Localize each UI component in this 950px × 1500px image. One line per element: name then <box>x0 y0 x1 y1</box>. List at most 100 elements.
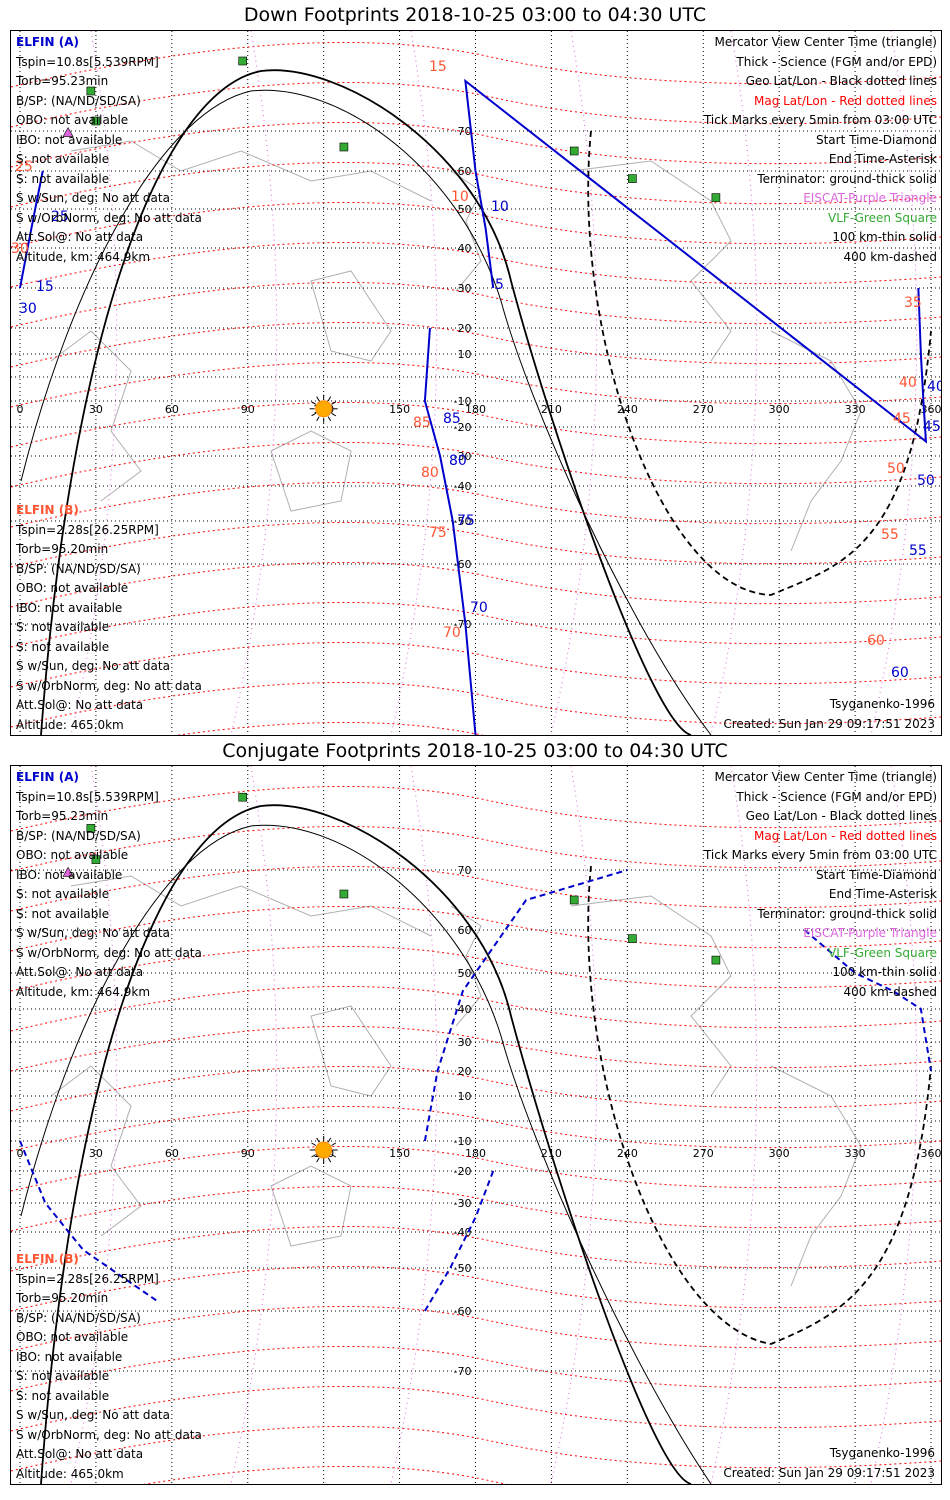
legend-item: VLF-Green Square <box>828 210 937 225</box>
down-footprints-map: 0306090120150180210240270300330360706050… <box>10 30 942 736</box>
legend-item: EISCAT-Purple Triangle <box>803 191 937 205</box>
mag-parallel <box>11 1065 941 1112</box>
legend-item: End Time-Asterisk <box>828 152 937 166</box>
coastline <box>50 330 142 502</box>
track-a-tick-label: 25 <box>51 209 69 225</box>
mag-parallel <box>11 985 941 1032</box>
mag-parallel <box>11 81 941 128</box>
legend-item: Terminator: ground-thick solid <box>757 906 937 921</box>
lon-tick-label: 150 <box>389 1147 410 1160</box>
lat-tick-label: 10 <box>458 1090 472 1103</box>
terminator-100km <box>20 89 712 735</box>
lon-tick-label: 240 <box>617 403 638 416</box>
info-a-line: Altitude, km: 464.9km <box>16 249 151 264</box>
mag-parallel <box>11 281 941 328</box>
mag-meridian <box>710 766 758 1484</box>
eiscat-triangle <box>62 126 74 137</box>
info-b-line: Tspin=2.28s[26.25RPM] <box>16 522 159 537</box>
mag-parallel <box>11 865 941 912</box>
elfin-a-label: ELFIN (A) <box>16 770 79 784</box>
info-a-line: S: not available <box>16 171 110 186</box>
sun-icon <box>315 400 333 418</box>
coastline <box>310 1005 392 1097</box>
terminator-400km <box>587 865 932 1345</box>
legend-item: Tick Marks every 5min from 03:00 UTC <box>703 848 937 862</box>
mag-parallel <box>11 1425 941 1472</box>
info-b-line: S: not available <box>16 1369 110 1383</box>
track-b-tick-label: 85 <box>443 411 461 427</box>
vlf-station-square <box>339 889 349 899</box>
eiscat-triangle <box>62 866 74 877</box>
info-a-line: Att.Sol@: No att data <box>16 230 144 244</box>
terminator-ground <box>40 69 692 735</box>
coastline <box>770 1065 862 1287</box>
lat-tick-label: 60 <box>458 165 472 178</box>
mag-parallel <box>11 481 941 528</box>
track-b-tick-label: 75 <box>457 513 475 529</box>
lon-tick-label: 180 <box>465 403 486 416</box>
info-a-line: Torb=95.23min <box>16 809 109 823</box>
info-b-line: B/SP: (NA/ND/SD/SA) <box>16 1310 141 1325</box>
lon-tick-label: 270 <box>693 1147 714 1160</box>
sun-ray <box>316 396 320 402</box>
info-a-line: OBO: not available <box>16 848 129 862</box>
legend-item: Thick - Science (FGM and/or EPD) <box>736 789 937 804</box>
info-b-line: Tspin=2.28s[26.25RPM] <box>16 1271 159 1286</box>
lon-tick-label: 90 <box>241 403 255 416</box>
lat-tick-label: -50 <box>454 1262 472 1275</box>
legend-item: End Time-Asterisk <box>828 887 937 901</box>
sun-icon <box>315 1141 333 1159</box>
coastline <box>570 895 732 1097</box>
track-b-tick-label-red: 85 <box>413 415 431 431</box>
terminator-ground <box>40 804 692 1484</box>
conjugate-footprints-plot: 0306090120150180210240270300330360706050… <box>11 766 941 1484</box>
legend-item: Start Time-Diamond <box>815 132 937 147</box>
info-a-line: S w/Sun, deg: No att data <box>16 926 170 940</box>
conjugate-footprints-map: 0306090120150180210240270300330360706050… <box>10 765 942 1485</box>
info-a-line: IBO: not available <box>16 867 123 882</box>
lat-tick-label: 40 <box>458 1003 472 1016</box>
track-b-tick-label: 80 <box>449 453 467 469</box>
info-a-line: S: not available <box>16 887 110 901</box>
legend-item: Terminator: ground-thick solid <box>757 171 937 186</box>
mag-parallel <box>11 521 941 568</box>
info-b-line: OBO: not available <box>16 1330 129 1344</box>
sun-ray <box>311 412 317 417</box>
mag-parallel <box>11 641 941 688</box>
vlf-station-square <box>238 56 247 66</box>
mag-meridian <box>550 31 598 735</box>
sun-ray <box>331 1154 337 1158</box>
mag-parallel <box>11 1305 941 1352</box>
mag-parallel <box>11 121 941 168</box>
mag-meridian <box>870 31 918 735</box>
lat-tick-label: 20 <box>458 1065 472 1078</box>
lat-tick-label: 70 <box>458 125 472 138</box>
elfin-b-info: ELFIN (B) Tspin=2.28s[26.25RPM] Torb=95.… <box>16 1250 202 1484</box>
vlf-station-square <box>711 955 721 965</box>
mag-parallel <box>11 401 941 448</box>
info-b-line: S w/Sun, deg: No att data <box>16 659 170 673</box>
lon-tick-label: 150 <box>389 403 410 416</box>
lon-tick-label: 330 <box>845 403 866 416</box>
sun-ray <box>327 416 332 422</box>
footprint-track <box>464 78 928 444</box>
lon-tick-label: 30 <box>89 403 103 416</box>
sun-ray <box>327 396 332 402</box>
vlf-station-square <box>569 146 579 156</box>
panel-title-conjugate: Conjugate Footprints 2018-10-25 03:00 to… <box>222 740 728 762</box>
info-a-line: Tspin=10.8s[5.539RPM] <box>16 54 159 69</box>
lat-tick-label: 50 <box>458 967 472 980</box>
mag-parallel <box>11 1105 941 1152</box>
sun-ray <box>311 1154 317 1158</box>
mag-parallel <box>11 561 941 608</box>
elfin-b-label: ELFIN (B) <box>16 503 79 517</box>
mag-parallel <box>11 681 941 728</box>
track-b-tick-label: 70 <box>470 600 488 616</box>
mag-parallel <box>11 825 941 872</box>
mag-parallel <box>11 1145 941 1192</box>
right-track-tick-label-red: 55 <box>881 527 899 543</box>
lon-tick-label: 30 <box>89 1147 103 1160</box>
lat-tick-label: -40 <box>454 1226 472 1239</box>
lon-tick-label: 0 <box>17 1147 24 1160</box>
legend-item: Mercator View Center Time (triangle) <box>714 35 937 49</box>
